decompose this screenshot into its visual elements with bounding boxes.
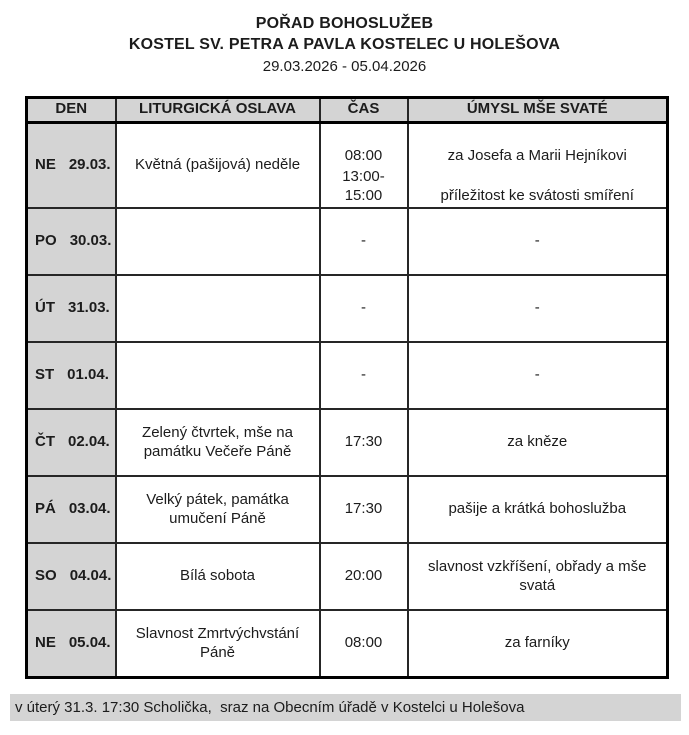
celebration-cell: Bílá sobota — [114, 542, 321, 612]
column-header-den: DEN — [25, 96, 117, 124]
day-abbr: ČT — [35, 433, 55, 451]
table-row: ST 01.04. - - — [25, 341, 669, 411]
time-cell: 20:00 — [318, 542, 409, 612]
column-header-cas: ČAS — [318, 96, 409, 124]
time-cell: - — [318, 341, 409, 411]
day-cell: NE 05.04. — [25, 609, 117, 679]
table-row: ČT 02.04. Zelený čtvrtek, mše na památku V… — [25, 408, 669, 478]
intention-cell: za Josefa a Marii Hejníkovi příležitost k… — [406, 121, 669, 210]
day-date: 04.04. — [69, 567, 112, 585]
day-date: 31.03. — [68, 299, 110, 317]
time-cell: 17:30 — [318, 475, 409, 545]
table-row: PO 30.03. - - — [25, 207, 669, 277]
intention-cell: za kněze — [406, 408, 669, 478]
day-abbr: SO — [35, 567, 57, 585]
intention-stack: za Josefa a Marii Hejníkovi příležitost k… — [409, 125, 667, 207]
day-cell: ST 01.04. — [25, 341, 117, 411]
intention-cell: za farníky — [406, 609, 669, 679]
footer-note: v úterý 31.3. 17:30 Scholička, sraz na O… — [10, 694, 681, 721]
time-cell: 17:30 — [318, 408, 409, 478]
time-cell: - — [318, 274, 409, 344]
table-row: ÚT 31.03. - - — [25, 274, 669, 344]
day-abbr: NE — [35, 634, 56, 652]
day-date: 29.03. — [68, 156, 111, 174]
table-row: NE 29.03. Květná (pašijová) neděle 08:00 13:… — [25, 121, 669, 210]
time-value: 08:00 — [344, 146, 383, 164]
day-date: 30.03. — [69, 232, 112, 250]
time-stack: 08:00 13:00-15:00 — [321, 125, 407, 207]
page-subtitle: KOSTEL SV. PETRA A PAVLA KOSTELEC U HOLE… — [128, 36, 561, 53]
column-header-liturgicka-oslava: LITURGICKÁ OSLAVA — [114, 96, 321, 124]
table-row: PÁ 03.04. Velký pátek, památka umučení Pán… — [25, 475, 669, 545]
day-date: 01.04. — [67, 366, 109, 384]
day-cell: ČT 02.04. — [25, 408, 117, 478]
day-cell: PO 30.03. — [25, 207, 117, 277]
day-date: 03.04. — [68, 500, 111, 518]
intention-cell: - — [406, 274, 669, 344]
intention-cell: slavnost vzkříšení, obřady a mše svatá — [406, 542, 669, 612]
celebration-cell — [114, 274, 321, 344]
day-date: 02.04. — [68, 433, 110, 451]
table-row: SO 04.04. Bílá sobota 20:00 slavnost vzkříše… — [25, 542, 669, 612]
celebration-cell — [114, 207, 321, 277]
schedule-table: DEN LITURGICKÁ OSLAVA ČAS ÚMYSL MŠE SVAT… — [25, 96, 669, 679]
page-title: POŘAD BOHOSLUŽEB — [255, 15, 434, 32]
day-cell: NE 29.03. — [25, 121, 117, 210]
intention-cell: - — [406, 341, 669, 411]
time-cell: 08:00 13:00-15:00 — [318, 121, 409, 210]
table-row: NE 05.04. Slavnost Zmrtvýchvstání Páně 08:0… — [25, 609, 669, 679]
day-cell: SO 04.04. — [25, 542, 117, 612]
intention-cell: - — [406, 207, 669, 277]
time-cell: - — [318, 207, 409, 277]
day-cell: PÁ 03.04. — [25, 475, 117, 545]
celebration-cell — [114, 341, 321, 411]
intention-cell: pašije a krátká bohoslužba — [406, 475, 669, 545]
day-abbr: PÁ — [35, 500, 56, 518]
time-value: 13:00-15:00 — [342, 168, 385, 204]
day-abbr: ST — [35, 366, 55, 384]
document-header: POŘAD BOHOSLUŽEB KOSTEL SV. PETRA A PAVL… — [0, 15, 689, 75]
schedule-body: NE 29.03. Květná (pašijová) neděle 08:00 13:… — [25, 121, 669, 679]
day-date: 05.04. — [68, 634, 111, 652]
celebration-cell: Zelený čtvrtek, mše na památku Večeře Pá… — [114, 408, 321, 478]
time-cell: 08:00 — [318, 609, 409, 679]
celebration-cell: Květná (pašijová) neděle — [114, 121, 321, 210]
schedule-header-row: DEN LITURGICKÁ OSLAVA ČAS ÚMYSL MŠE SVAT… — [25, 96, 669, 124]
date-range: 29.03.2026 - 05.04.2026 — [262, 58, 427, 75]
day-abbr: NE — [35, 156, 56, 174]
intention-value: příležitost ke svátosti smíření — [440, 186, 634, 204]
column-header-umysl: ÚMYSL MŠE SVATÉ — [406, 96, 669, 124]
day-abbr: PO — [35, 232, 57, 250]
intention-value: za Josefa a Marii Hejníkovi — [447, 146, 627, 164]
day-cell: ÚT 31.03. — [25, 274, 117, 344]
day-abbr: ÚT — [35, 299, 55, 317]
celebration-cell: Velký pátek, památka umučení Páně — [114, 475, 321, 545]
celebration-cell: Slavnost Zmrtvýchvstání Páně — [114, 609, 321, 679]
